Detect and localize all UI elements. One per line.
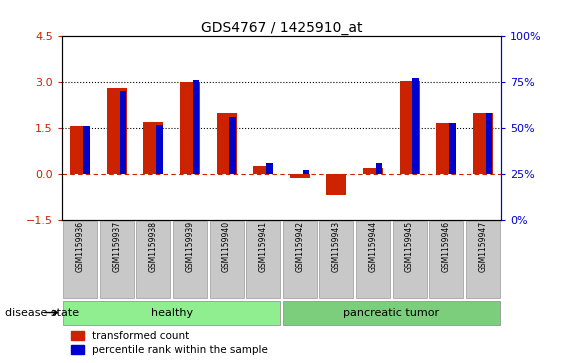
Text: GSM1159941: GSM1159941	[259, 221, 267, 272]
FancyBboxPatch shape	[392, 221, 427, 298]
Bar	[376, 163, 382, 174]
Bar	[436, 123, 456, 174]
Text: GSM1159945: GSM1159945	[405, 221, 414, 272]
FancyBboxPatch shape	[319, 221, 354, 298]
Text: GSM1159939: GSM1159939	[186, 221, 194, 272]
Bar	[290, 174, 310, 178]
FancyBboxPatch shape	[209, 221, 244, 298]
Text: disease state: disease state	[5, 307, 79, 318]
FancyBboxPatch shape	[356, 221, 390, 298]
Text: GSM1159940: GSM1159940	[222, 221, 231, 272]
Text: GSM1159944: GSM1159944	[369, 221, 377, 272]
Text: GSM1159943: GSM1159943	[332, 221, 341, 272]
Bar	[156, 125, 163, 174]
Text: GSM1159947: GSM1159947	[479, 221, 487, 272]
FancyBboxPatch shape	[466, 221, 500, 298]
FancyBboxPatch shape	[429, 221, 463, 298]
FancyBboxPatch shape	[136, 221, 171, 298]
Bar	[412, 78, 419, 174]
Bar	[449, 123, 455, 174]
Bar	[83, 126, 90, 174]
Text: healthy: healthy	[151, 307, 193, 318]
Bar	[473, 113, 493, 174]
FancyBboxPatch shape	[63, 221, 97, 298]
Bar	[302, 170, 309, 174]
Bar	[266, 163, 272, 174]
Text: pancreatic tumor: pancreatic tumor	[343, 307, 439, 318]
Title: GDS4767 / 1425910_at: GDS4767 / 1425910_at	[201, 21, 362, 35]
Text: GSM1159937: GSM1159937	[113, 221, 121, 272]
Bar	[253, 166, 273, 174]
Bar	[70, 126, 90, 174]
Text: GSM1159946: GSM1159946	[442, 221, 450, 272]
Bar	[180, 82, 200, 174]
FancyBboxPatch shape	[283, 301, 500, 325]
Bar	[363, 168, 383, 174]
Legend: transformed count, percentile rank within the sample: transformed count, percentile rank withi…	[67, 327, 272, 359]
Bar	[107, 88, 127, 174]
FancyBboxPatch shape	[63, 301, 280, 325]
Bar	[193, 80, 199, 174]
Bar	[327, 174, 346, 195]
Text: GSM1159938: GSM1159938	[149, 221, 158, 272]
FancyBboxPatch shape	[173, 221, 207, 298]
Bar	[485, 113, 492, 174]
Text: GSM1159936: GSM1159936	[76, 221, 84, 272]
Bar	[217, 113, 236, 174]
Text: GSM1159942: GSM1159942	[296, 221, 304, 272]
Bar	[400, 81, 419, 174]
Bar	[144, 122, 163, 174]
FancyBboxPatch shape	[283, 221, 317, 298]
FancyBboxPatch shape	[246, 221, 280, 298]
Bar	[119, 91, 126, 174]
Bar	[229, 117, 236, 174]
FancyBboxPatch shape	[100, 221, 134, 298]
